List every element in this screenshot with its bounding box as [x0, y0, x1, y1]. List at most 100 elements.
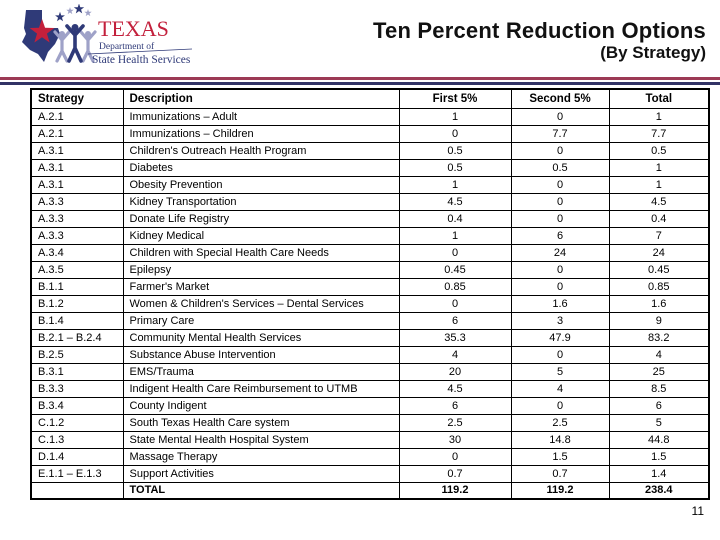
first5-cell: 0: [398, 124, 512, 143]
second5-cell: 5: [510, 362, 610, 381]
first5-cell: 0.45: [398, 260, 512, 279]
second5-cell: 14.8: [510, 430, 610, 449]
first5-cell: 4: [398, 345, 512, 364]
reduction-options-table: Strategy Description First 5% Second 5% Tota…: [30, 88, 710, 500]
description-cell: Support Activities: [122, 464, 400, 483]
total-cell: 6: [608, 396, 710, 415]
strategy-cell: A.3.4: [30, 243, 124, 262]
title-block: Ten Percent Reduction Options (By Strate…: [373, 18, 706, 64]
second5-cell: 0: [510, 277, 610, 296]
first5-cell: 20: [398, 362, 512, 381]
separator-line-bottom: [0, 82, 720, 85]
table-row: A.3.3 Kidney Transportation 4.5 0 4.5: [30, 192, 710, 211]
separator-gap: [0, 80, 720, 82]
total-cell: 83.2: [608, 328, 710, 347]
second5-cell: 0.7: [510, 464, 610, 483]
total-cell: 4: [608, 345, 710, 364]
strategy-cell: B.3.4: [30, 396, 124, 415]
description-cell: County Indigent: [122, 396, 400, 415]
second5-cell: 0: [510, 175, 610, 194]
strategy-cell: A.2.1: [30, 124, 124, 143]
table-header-row: Strategy Description First 5% Second 5% Tota…: [30, 88, 710, 109]
table-row: C.1.3 State Mental Health Hospital System…: [30, 430, 710, 449]
table-row: A.3.3 Kidney Medical 1 6 7: [30, 226, 710, 245]
strategy-cell: B.2.5: [30, 345, 124, 364]
table-row: A.3.1 Children's Outreach Health Program 0…: [30, 141, 710, 160]
description-cell: Farmer's Market: [122, 277, 400, 296]
table-row: A.3.1 Diabetes 0.5 0.5 1: [30, 158, 710, 177]
separator-line-top: [0, 77, 720, 80]
strategy-cell: A.2.1: [30, 107, 124, 126]
second5-cell: 24: [510, 243, 610, 262]
first5-cell: 35.3: [398, 328, 512, 347]
column-header-second-5-: Second 5%: [510, 88, 610, 109]
strategy-cell: B.1.2: [30, 294, 124, 313]
second5-cell: 7.7: [510, 124, 610, 143]
first5-cell: 119.2: [398, 481, 512, 500]
description-cell: Donate Life Registry: [122, 209, 400, 228]
logo-figures: [53, 24, 97, 63]
first5-cell: 4.5: [398, 192, 512, 211]
strategy-cell: A.3.1: [30, 158, 124, 177]
description-cell: Immunizations – Children: [122, 124, 400, 143]
second5-cell: 3: [510, 311, 610, 330]
column-header-total: Total: [608, 88, 710, 109]
first5-cell: 1: [398, 175, 512, 194]
header-separator: [0, 77, 720, 85]
first5-cell: 2.5: [398, 413, 512, 432]
strategy-cell: A.3.3: [30, 226, 124, 245]
strategy-cell: C.1.2: [30, 413, 124, 432]
second5-cell: 0.5: [510, 158, 610, 177]
reduction-options-table-container: Strategy Description First 5% Second 5% Tota…: [30, 88, 710, 500]
description-cell: Community Mental Health Services: [122, 328, 400, 347]
slide-number: 11: [691, 504, 704, 518]
description-cell: South Texas Health Care system: [122, 413, 400, 432]
total-cell: 9: [608, 311, 710, 330]
first5-cell: 30: [398, 430, 512, 449]
total-cell: 238.4: [608, 481, 710, 500]
first5-cell: 0.7: [398, 464, 512, 483]
logo-small-star-icon: [73, 3, 85, 14]
first5-cell: 0: [398, 447, 512, 466]
strategy-cell: A.3.1: [30, 141, 124, 160]
logo-small-star-icon: [66, 7, 74, 15]
total-cell: 1: [608, 175, 710, 194]
description-cell: TOTAL: [122, 481, 400, 500]
total-cell: 7.7: [608, 124, 710, 143]
total-cell: 1.6: [608, 294, 710, 313]
table-row: A.3.5 Epilepsy 0.45 0 0.45: [30, 260, 710, 279]
table-row: A.3.1 Obesity Prevention 1 0 1: [30, 175, 710, 194]
description-cell: Epilepsy: [122, 260, 400, 279]
total-cell: 5: [608, 413, 710, 432]
table-row: B.2.1 – B.2.4 Community Mental Health Ser…: [30, 328, 710, 347]
logo-small-star-icon: [55, 11, 65, 22]
table-row: E.1.1 – E.1.3 Support Activities 0.7 0.7 1.4: [30, 464, 710, 483]
column-header-description: Description: [122, 88, 400, 109]
first5-cell: 6: [398, 311, 512, 330]
second5-cell: 47.9: [510, 328, 610, 347]
table-row: B.1.2 Women & Children's Services – Denta…: [30, 294, 710, 313]
table-row: B.3.4 County Indigent 6 0 6: [30, 396, 710, 415]
total-cell: 0.4: [608, 209, 710, 228]
table-body: A.2.1 Immunizations – Adult 1 0 1 A.2.1 Immuni…: [30, 107, 710, 500]
table-row: D.1.4 Massage Therapy 0 1.5 1.5: [30, 447, 710, 466]
description-cell: Children with Special Health Care Needs: [122, 243, 400, 262]
description-cell: Kidney Transportation: [122, 192, 400, 211]
total-cell: 24: [608, 243, 710, 262]
dshs-logo: TEXAS Department of State Health Service…: [12, 3, 194, 73]
total-cell: 1.4: [608, 464, 710, 483]
second5-cell: 1.5: [510, 447, 610, 466]
page-subtitle: (By Strategy): [600, 43, 706, 63]
strategy-cell: A.3.5: [30, 260, 124, 279]
description-cell: Obesity Prevention: [122, 175, 400, 194]
first5-cell: 6: [398, 396, 512, 415]
table-row: B.3.1 EMS/Trauma 20 5 25: [30, 362, 710, 381]
first5-cell: 4.5: [398, 379, 512, 398]
total-cell: 0.45: [608, 260, 710, 279]
column-header-strategy: Strategy: [30, 88, 124, 109]
table-row: C.1.2 South Texas Health Care system 2.5 2.…: [30, 413, 710, 432]
second5-cell: 119.2: [510, 481, 610, 500]
first5-cell: 0.5: [398, 158, 512, 177]
second5-cell: 0: [510, 141, 610, 160]
